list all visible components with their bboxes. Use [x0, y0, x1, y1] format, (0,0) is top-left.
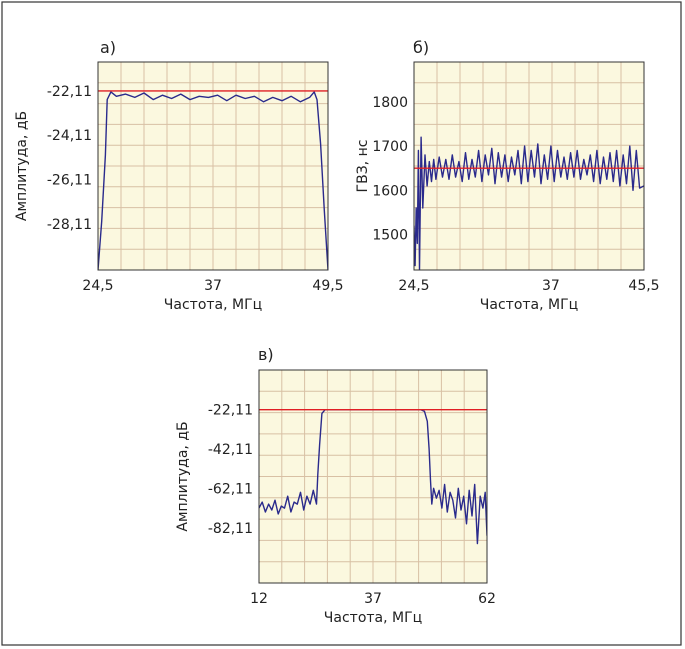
y-tick-label: -24,11	[47, 128, 92, 144]
x-tick-label: 12	[250, 591, 268, 607]
panel-label: в)	[258, 345, 274, 364]
plot-frame	[413, 61, 645, 271]
chart-panel-b: 1800 1700 1600 1500 24,5 37 45,5 Частота, МГц ГВ…	[355, 38, 660, 313]
plot-frame	[97, 61, 329, 271]
x-axis-label: Частота, МГц	[480, 297, 578, 313]
series-line-0	[414, 136, 644, 270]
x-tick-label: 37	[542, 278, 560, 294]
chart-panel-c: -22,11 -42,11 -62,11 -82,11 12 37 62 Частота, М…	[175, 345, 496, 626]
y-tick-label: -22,11	[208, 403, 253, 419]
y-tick-label: -26,11	[47, 172, 92, 188]
plot-frame	[258, 369, 488, 584]
x-tick-label: 37	[364, 591, 382, 607]
x-axis-label: Частота, МГц	[324, 610, 422, 626]
series-line-0	[98, 91, 328, 270]
x-tick-label: 49,5	[312, 278, 343, 294]
y-tick-label: -62,11	[208, 482, 253, 498]
x-tick-label: 45,5	[628, 278, 659, 294]
x-tick-label: 37	[204, 278, 222, 294]
x-tick-label: 24,5	[82, 278, 113, 294]
y-axis-label: ГВЗ, нс	[355, 140, 371, 193]
y-tick-label: 1700	[372, 139, 408, 155]
y-axis-label: Амплитуда, дБ	[175, 421, 191, 531]
panel-label: а)	[100, 38, 116, 57]
y-tick-label: 1800	[372, 95, 408, 111]
y-tick-label: -42,11	[208, 442, 253, 458]
y-tick-label: 1500	[372, 228, 408, 244]
x-axis-label: Частота, МГц	[164, 297, 262, 313]
y-tick-label: -22,11	[47, 84, 92, 100]
chart-panel-a: -22,11 -24,11 -26,11 -28,11 24,5 37 49,5 Частот…	[14, 38, 344, 313]
y-tick-label: -82,11	[208, 521, 253, 537]
x-tick-label: 24,5	[398, 278, 429, 294]
y-tick-label: 1600	[372, 183, 408, 199]
panel-label: б)	[413, 38, 429, 57]
x-tick-label: 62	[478, 591, 496, 607]
y-tick-label: -28,11	[47, 217, 92, 233]
y-axis-label: Амплитуда, дБ	[14, 111, 30, 221]
